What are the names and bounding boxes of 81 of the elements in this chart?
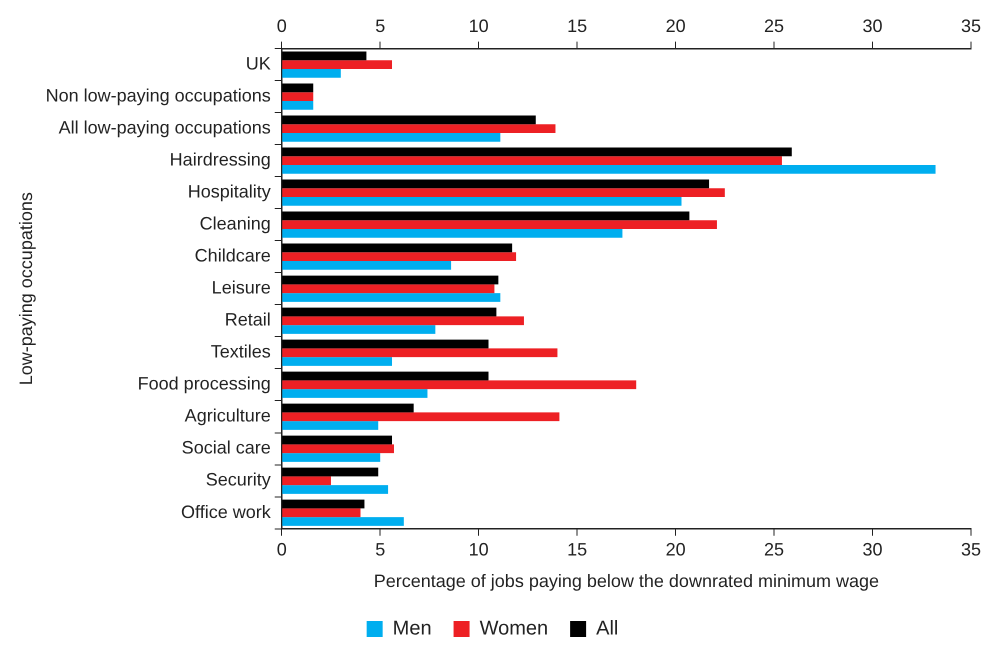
bar: [282, 252, 516, 262]
bar: [282, 508, 361, 518]
bar: [282, 404, 414, 412]
bar: [282, 220, 717, 230]
y-tick-label: Agriculture: [184, 406, 271, 426]
y-tick-label: Security: [206, 470, 271, 490]
y-tick-label: UK: [246, 54, 271, 74]
y-tick-label: Retail: [224, 310, 271, 330]
bar: [282, 284, 494, 294]
bar: [282, 92, 314, 101]
bar: [282, 197, 682, 206]
x-tick-label: 20: [666, 16, 686, 36]
bar: [282, 372, 489, 380]
x2-tick-label: 30: [862, 540, 883, 560]
bar: [282, 380, 636, 390]
bar: [282, 116, 536, 124]
bar: [282, 389, 428, 398]
bar: [282, 412, 560, 422]
bar: [282, 444, 394, 454]
y-axis-title: Low-paying occupations: [16, 192, 36, 386]
y-tick-label: Cleaning: [200, 214, 271, 234]
bar: [282, 68, 341, 78]
x-tick-label: 15: [567, 16, 588, 36]
bar: [282, 276, 498, 284]
y-tick-label: All low-paying occupations: [58, 118, 271, 138]
y-tick-label: Hospitality: [188, 182, 271, 202]
x2-tick-label: 15: [567, 540, 588, 560]
y-tick-label: Textiles: [210, 342, 271, 362]
bar: [282, 83, 314, 92]
x2-tick-label: 5: [375, 540, 386, 560]
y-tick-label: Non low-paying occupations: [46, 86, 271, 106]
bar: [282, 340, 489, 348]
x2-tick-label: 35: [960, 540, 982, 560]
bar: [282, 212, 690, 220]
y-tick-label: Food processing: [138, 374, 271, 394]
bar: [282, 100, 314, 110]
x2-tick-label: 10: [468, 540, 489, 560]
bar: [282, 188, 725, 198]
bar: [282, 348, 558, 358]
bar: [282, 468, 378, 476]
y-tick-label: Childcare: [194, 246, 271, 266]
bar: [282, 500, 364, 508]
x2-tick-label: 25: [764, 540, 784, 560]
bar: [282, 293, 500, 302]
bar: [282, 485, 388, 494]
bar: [282, 421, 378, 430]
bar: [282, 229, 622, 238]
bar: [282, 244, 512, 252]
legend-label: Men: [392, 618, 432, 640]
bar: [282, 316, 524, 326]
legend-label: Women: [480, 618, 548, 640]
bar: [282, 60, 392, 69]
x-tick-label: 35: [960, 16, 982, 36]
bar: [282, 476, 331, 486]
y-tick-label: Social care: [182, 438, 271, 458]
bar: [282, 156, 782, 166]
bar: [282, 308, 496, 316]
bar: [282, 453, 380, 462]
x-tick-label: 30: [862, 16, 883, 36]
bar: [282, 261, 452, 270]
bar: [282, 165, 936, 174]
x2-tick-label: 20: [666, 540, 686, 560]
y-tick-label: Office work: [181, 502, 272, 522]
bar: [282, 436, 392, 444]
x2-tick-label: 0: [276, 540, 287, 560]
x-tick-label: 5: [375, 16, 386, 36]
bar: [282, 51, 366, 60]
bar: [282, 124, 556, 134]
legend-label: All: [596, 618, 618, 640]
x-tick-label: 0: [276, 16, 287, 36]
y-tick-label: Hairdressing: [170, 150, 271, 170]
bar: [282, 133, 500, 142]
x-tick-label: 25: [764, 16, 784, 36]
x-axis-title: Percentage of jobs paying below the downrated minimum wage: [374, 571, 880, 592]
bar: [282, 357, 392, 366]
y-tick-label: Leisure: [212, 278, 271, 298]
bar: [282, 325, 436, 334]
bar: [282, 180, 710, 188]
bar: [282, 517, 404, 526]
bar: [282, 148, 792, 156]
x-tick-label: 10: [468, 16, 489, 36]
